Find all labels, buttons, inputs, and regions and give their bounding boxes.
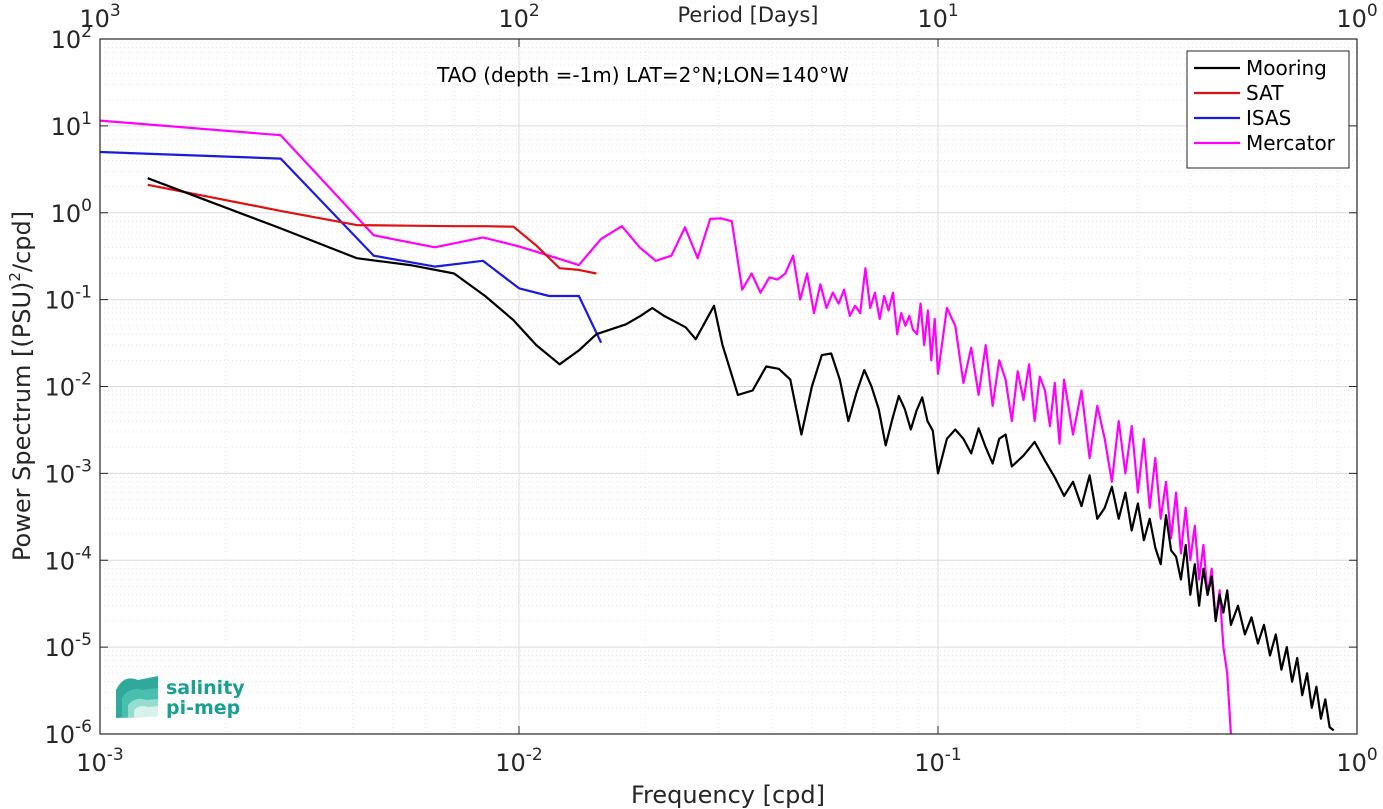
x-tick-label: 10-3 xyxy=(76,745,124,777)
series-line-mooring xyxy=(147,177,1335,732)
legend-label-sat: SAT xyxy=(1246,81,1284,105)
grid-layer xyxy=(99,38,1358,735)
legend-box xyxy=(1186,50,1350,169)
y-tick-label: 101 xyxy=(51,109,92,141)
y-tick-label: 100 xyxy=(51,196,92,228)
y-axis-label-tail: /cpd] xyxy=(8,211,36,272)
y-tick-label: 10-3 xyxy=(45,456,93,488)
series-layer xyxy=(99,119,1335,735)
logo-text-line1: salinity xyxy=(166,677,245,699)
top-x-tick-label: 101 xyxy=(917,1,958,33)
legend-label-mooring: Mooring xyxy=(1246,56,1327,80)
legend-label-isas: ISAS xyxy=(1246,106,1291,130)
top-x-tick-label: 103 xyxy=(79,1,120,33)
y-tick-label: 10-4 xyxy=(45,543,93,575)
y-axis-label-sup: 2 xyxy=(6,272,24,282)
y-tick-label: 10-2 xyxy=(45,370,93,402)
logo-text-line2: pi-mep xyxy=(166,697,240,719)
x-axis-label: Frequency [cpd] xyxy=(631,781,825,809)
series-line-mercator xyxy=(99,119,1232,735)
series-line-isas xyxy=(99,150,603,344)
y-tick-label: 102 xyxy=(51,22,92,54)
chart-title: TAO (depth =-1m) LAT=2°N;LON=140°W xyxy=(436,63,849,87)
y-axis-label: Power Spectrum [(PSU)2/cpd] xyxy=(6,211,36,561)
logo-waves-icon xyxy=(116,676,158,718)
y-tick-label: 10-1 xyxy=(45,283,93,315)
y-tick-label: 10-5 xyxy=(45,630,93,662)
series-line-sat xyxy=(147,183,597,275)
top-x-tick-label: 100 xyxy=(1336,1,1377,33)
x-tick-label: 100 xyxy=(1336,745,1377,777)
top-x-tick-label: 102 xyxy=(498,1,539,33)
x-tick-label: 10-1 xyxy=(914,745,962,777)
top-x-axis-label: Period [Days] xyxy=(678,3,819,27)
y-axis-label-base: Power Spectrum [(PSU) xyxy=(8,282,36,561)
x-tick-label: 10-2 xyxy=(495,745,543,777)
salinity-pi-mep-logo: salinity pi-mep xyxy=(116,676,245,719)
y-tick-label: 10-6 xyxy=(45,717,93,749)
legend-label-mercator: Mercator xyxy=(1246,131,1336,155)
